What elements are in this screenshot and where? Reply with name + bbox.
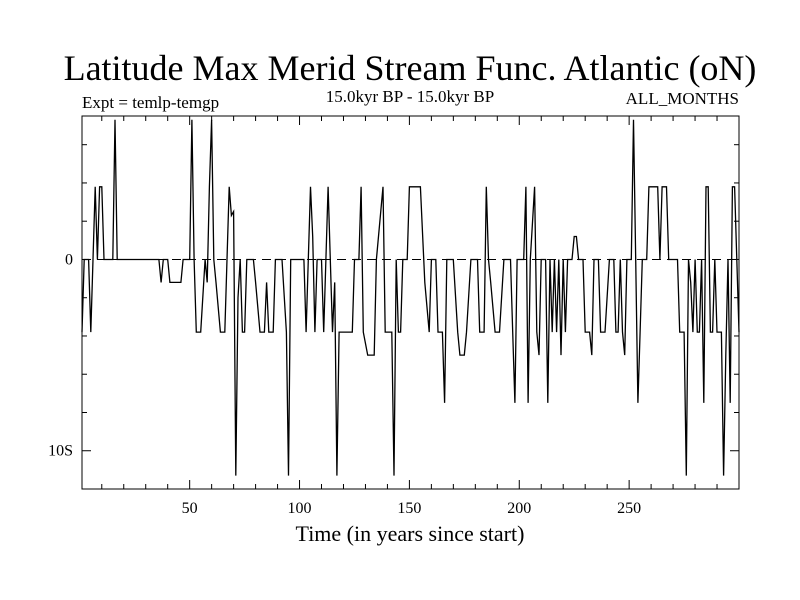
y-axis: 0 10S	[48, 144, 739, 490]
period-label: 15.0kyr BP - 15.0kyr BP	[326, 87, 494, 106]
x-tick-label: 100	[288, 500, 312, 517]
y-tick-label: 10S	[48, 443, 73, 460]
x-axis: 50 100 150 200 250	[101, 116, 718, 517]
x-axis-label: Time (in years since start)	[296, 521, 525, 546]
x-tick-label: 150	[397, 500, 421, 517]
x-tick-label: 200	[507, 500, 531, 517]
experiment-label: Expt = temlp-temgp	[82, 93, 219, 112]
plot-frame	[81, 115, 740, 490]
chart-title: Latitude Max Merid Stream Func. Atlantic…	[64, 48, 757, 88]
series-line	[81, 119, 740, 476]
x-tick-label: 250	[617, 500, 641, 517]
y-tick-label: 0	[65, 251, 73, 268]
x-tick-label: 50	[182, 500, 198, 517]
months-label: ALL_MONTHS	[626, 89, 739, 108]
